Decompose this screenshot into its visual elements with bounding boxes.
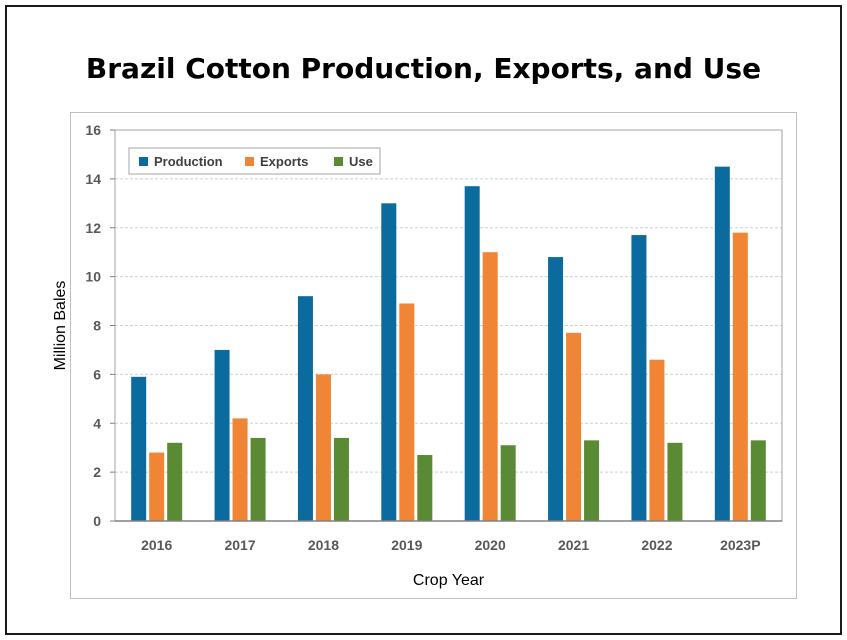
y-tick-label: 2	[93, 464, 101, 480]
x-axis-title: Crop Year	[413, 572, 485, 589]
bar-exports-2019	[399, 303, 415, 521]
y-tick-label: 14	[85, 171, 101, 187]
x-tick-label: 2017	[224, 537, 255, 553]
x-tick-label: 2021	[558, 537, 589, 553]
bar-use-2023p	[750, 440, 766, 521]
bar-production-2023p	[714, 166, 730, 521]
y-tick-label: 6	[93, 366, 101, 382]
bar-exports-2021	[566, 332, 582, 521]
legend-label-exports: Exports	[260, 154, 308, 169]
bar-production-2018	[297, 296, 313, 521]
bar-use-2021	[584, 440, 600, 521]
legend-swatch-production	[139, 157, 148, 166]
chart-title: Brazil Cotton Production, Exports, and U…	[85, 52, 762, 85]
bar-production-2016	[131, 376, 147, 521]
y-tick-label: 8	[93, 318, 101, 334]
bar-exports-2023p	[732, 232, 748, 521]
bar-exports-2022	[649, 359, 665, 521]
x-tick-label: 2023P	[720, 537, 760, 553]
legend-swatch-exports	[245, 157, 254, 166]
legend-label-production: Production	[154, 154, 223, 169]
x-tick-label: 2016	[141, 537, 172, 553]
y-tick-label: 12	[85, 220, 101, 236]
x-tick-label: 2020	[475, 537, 506, 553]
y-tick-label: 0	[93, 513, 101, 529]
bar-production-2017	[214, 349, 230, 521]
x-tick-label: 2022	[641, 537, 672, 553]
bar-use-2017	[250, 437, 266, 521]
y-tick-label: 16	[85, 122, 101, 138]
x-tick-label: 2019	[391, 537, 422, 553]
figure-frame	[5, 5, 842, 635]
bar-use-2019	[417, 455, 433, 521]
y-tick-label: 4	[93, 415, 101, 431]
bar-exports-2020	[482, 252, 498, 521]
legend-swatch-use	[334, 157, 343, 166]
bar-exports-2016	[149, 452, 165, 521]
bar-exports-2017	[232, 418, 248, 521]
legend-label-use: Use	[349, 154, 373, 169]
bar-exports-2018	[315, 374, 331, 521]
bar-use-2018	[333, 437, 349, 521]
legend-box	[128, 147, 381, 175]
bar-use-2016	[167, 442, 183, 521]
x-tick-label: 2018	[308, 537, 339, 553]
bar-production-2019	[381, 203, 397, 521]
chart-border	[70, 112, 797, 599]
bar-use-2022	[667, 442, 683, 521]
bar-use-2020	[500, 445, 516, 521]
bar-production-2020	[464, 186, 480, 522]
bar-production-2021	[548, 257, 564, 521]
y-axis-title: Million Bales	[52, 281, 69, 371]
bar-production-2022	[631, 235, 647, 522]
y-tick-label: 10	[85, 269, 101, 285]
